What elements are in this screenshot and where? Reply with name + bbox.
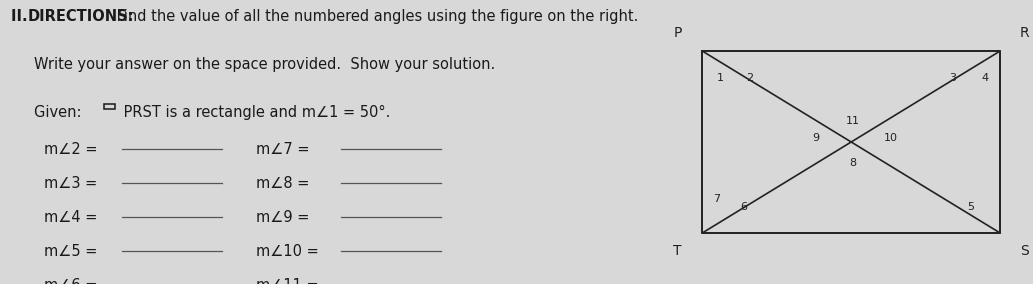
Text: 9: 9	[813, 133, 819, 143]
Text: m∠8 =: m∠8 =	[256, 176, 310, 191]
Text: m∠3 =: m∠3 =	[43, 176, 97, 191]
Text: 11: 11	[846, 116, 860, 126]
Text: 8: 8	[850, 158, 856, 168]
Text: S: S	[1021, 244, 1029, 258]
Text: m∠4 =: m∠4 =	[43, 210, 97, 225]
Text: 5: 5	[968, 202, 974, 212]
Text: m∠9 =: m∠9 =	[256, 210, 310, 225]
Text: m∠5 =: m∠5 =	[43, 244, 97, 259]
Text: Find the value of all the numbered angles using the figure on the right.: Find the value of all the numbered angle…	[113, 9, 638, 24]
Text: R: R	[1020, 26, 1030, 40]
Text: m∠10 =: m∠10 =	[256, 244, 319, 259]
Text: 7: 7	[714, 194, 720, 204]
Text: m∠2 =: m∠2 =	[43, 142, 97, 157]
Text: 3: 3	[949, 73, 956, 83]
Text: 10: 10	[883, 133, 898, 143]
Bar	[104, 104, 115, 109]
Text: m∠6 =: m∠6 =	[43, 278, 97, 284]
Text: 2: 2	[747, 73, 753, 83]
Text: 4: 4	[982, 73, 989, 83]
Text: P: P	[674, 26, 682, 40]
Text: T: T	[674, 244, 682, 258]
Text: PRST is a rectangle and m∠1 = 50°.: PRST is a rectangle and m∠1 = 50°.	[119, 105, 390, 120]
Text: Write your answer on the space provided.  Show your solution.: Write your answer on the space provided.…	[34, 57, 496, 72]
Text: m∠7 =: m∠7 =	[256, 142, 310, 157]
Text: DIRECTIONS:: DIRECTIONS:	[28, 9, 134, 24]
Text: Given:: Given:	[34, 105, 87, 120]
Text: 6: 6	[741, 202, 747, 212]
Text: m∠11 =: m∠11 =	[256, 278, 319, 284]
Text: 1: 1	[717, 73, 724, 83]
Text: II.: II.	[11, 9, 33, 24]
